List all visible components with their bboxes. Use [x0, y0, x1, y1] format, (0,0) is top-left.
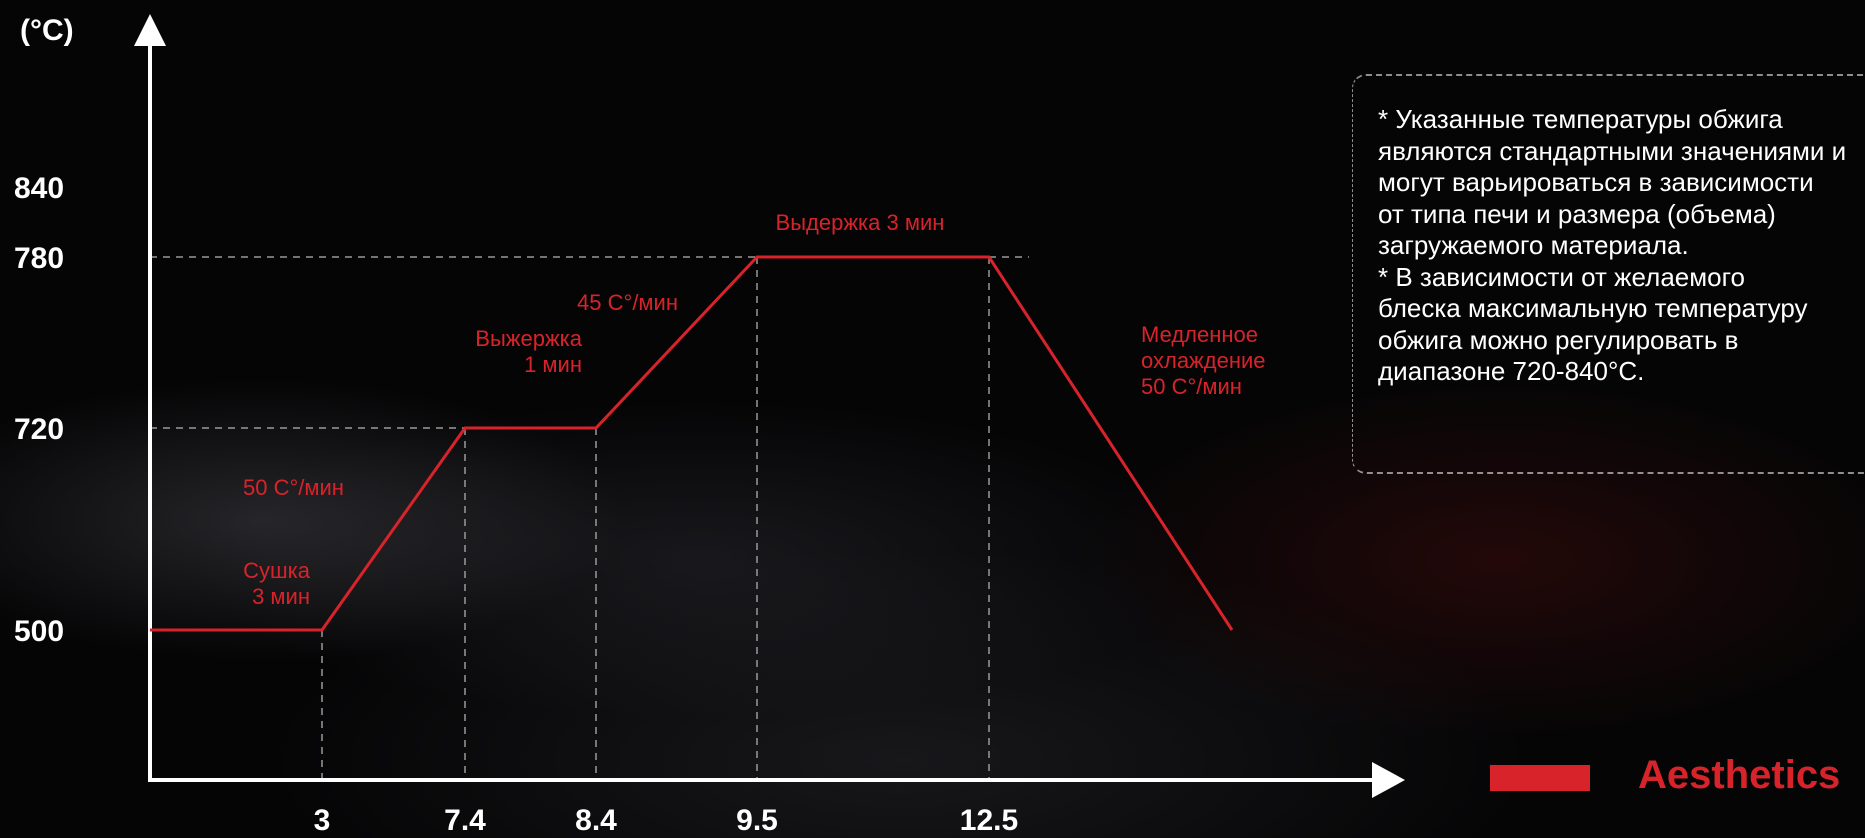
x-tick-label: 8.4 — [575, 804, 617, 837]
note-line: загружаемого материала. — [1378, 230, 1689, 260]
annotations: Сушка 3 мин 50 С°/мин Выжержка 1 мин 45 С°/ми… — [243, 210, 1266, 609]
annotation-line: 1 мин — [524, 352, 582, 377]
guide-lines — [150, 256, 1029, 780]
annotation-label: 50 С°/мин — [243, 475, 344, 500]
series-layer — [150, 255, 1234, 632]
annotation-label: Медленное охлаждение 50 С°/мин — [1141, 322, 1266, 399]
annotation-label: Сушка 3 мин — [243, 558, 311, 609]
note-line: блеска максимальную температуру — [1378, 293, 1808, 323]
series-line-aesthetics — [150, 255, 1234, 632]
annotation-line: 45 С°/мин — [577, 290, 678, 315]
note-line: обжига можно регулировать в — [1378, 324, 1739, 355]
annotation-line: 3 мин — [252, 584, 310, 609]
note-line: диапазоне 720-840°С. — [1378, 356, 1645, 386]
note-line: от типа печи и размера (объема) — [1378, 198, 1776, 229]
x-tick-label: 9.5 — [736, 804, 778, 837]
note-line: могут варьироваться в зависимости — [1378, 167, 1814, 197]
note-line: * Указанные температуры обжига — [1378, 104, 1783, 134]
x-tick-label: 3 — [314, 804, 331, 837]
y-axis-arrow — [134, 14, 166, 46]
annotation-line: Выдержка 3 мин — [776, 210, 945, 235]
annotation-line: 50 С°/мин — [243, 475, 344, 500]
annotation-line: Выжержка — [475, 326, 582, 351]
axes — [134, 14, 1405, 798]
legend-swatch — [1490, 765, 1590, 791]
notes-box — [1352, 74, 1865, 474]
x-tick-label: 7.4 — [444, 804, 486, 837]
annotation-label: Выдержка 3 мин — [776, 210, 945, 235]
y-tick-label: 500 — [14, 615, 64, 648]
tick-labels: 500 720 780 840 3 7.4 8.4 9.5 12.5 — [14, 172, 1018, 837]
y-tick-label: 720 — [14, 413, 64, 446]
legend-label: Aesthetics — [1638, 753, 1841, 797]
y-tick-label: 780 — [14, 242, 64, 275]
y-tick-label: 840 — [14, 172, 64, 205]
annotation-line: Медленное — [1141, 322, 1258, 347]
annotation-label: 45 С°/мин — [577, 290, 678, 315]
y-axis-unit-label: (°C) — [20, 14, 74, 47]
note-line: являются стандартными значениями и — [1378, 135, 1847, 166]
annotation-line: Сушка — [243, 558, 311, 583]
annotation-line: 50 С°/мин — [1141, 374, 1242, 399]
annotation-label: Выжержка 1 мин — [475, 326, 582, 377]
x-axis-arrow — [1372, 762, 1405, 798]
annotation-line: охлаждение — [1141, 348, 1266, 373]
note-line: * В зависимости от желаемого — [1378, 261, 1745, 292]
notes-text: * Указанные температуры обжига являются с… — [1378, 104, 1865, 388]
x-tick-label: 12.5 — [960, 804, 1018, 837]
